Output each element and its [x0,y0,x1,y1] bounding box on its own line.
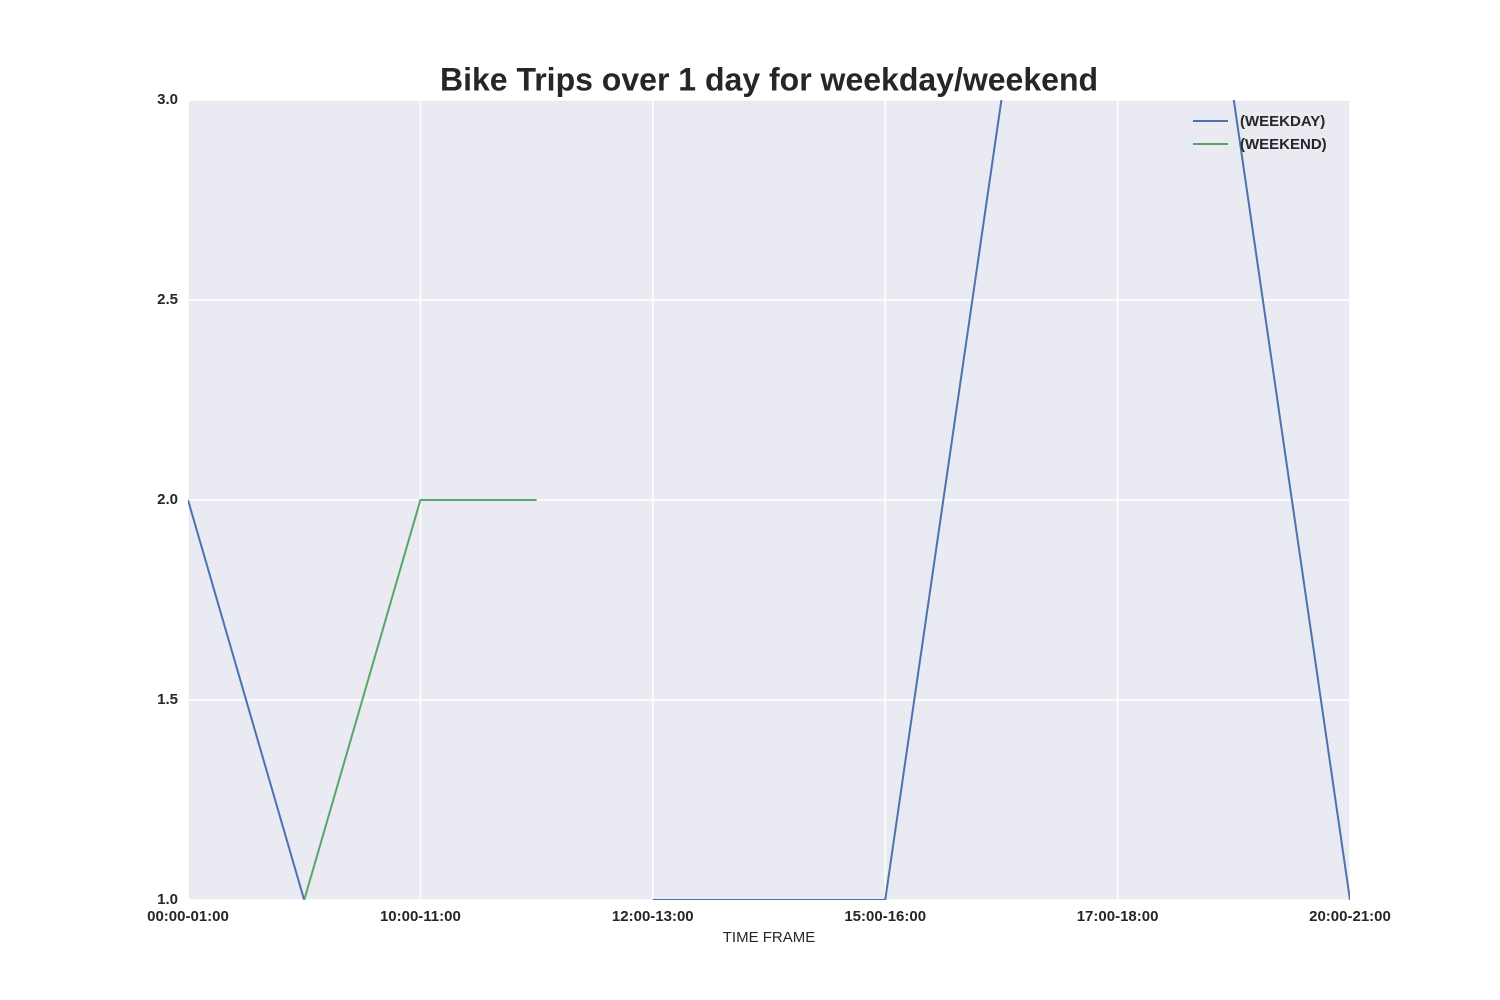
grid [187,99,1351,901]
x-axis-label: TIME FRAME [723,929,816,946]
legend-label: (WEEKDAY) [1240,113,1325,130]
legend-label: (WEEKEND) [1240,136,1327,153]
x-tick-label: 12:00-13:00 [612,908,694,925]
chart-title: Bike Trips over 1 day for weekday/weeken… [440,61,1098,97]
series-line [303,499,537,900]
x-tick-label: 20:00-21:00 [1309,908,1391,925]
lines [188,100,1350,900]
labels: 1.0 1.5 2.0 2.5 3.0 00:00-01:00 10:00-11:00 12:… [147,91,1391,925]
series-line [188,100,1350,900]
y-tick-label: 3.0 [157,91,178,108]
y-tick-label: 2.0 [157,491,178,508]
y-tick-label: 1.5 [157,691,178,708]
x-tick-label: 00:00-01:00 [147,908,229,925]
x-tick-label: 17:00-18:00 [1077,908,1159,925]
y-tick-label: 2.5 [157,291,178,308]
x-tick-label: 15:00-16:00 [844,908,926,925]
x-tick-label: 10:00-11:00 [380,908,461,925]
y-tick-label: 1.0 [157,891,178,908]
